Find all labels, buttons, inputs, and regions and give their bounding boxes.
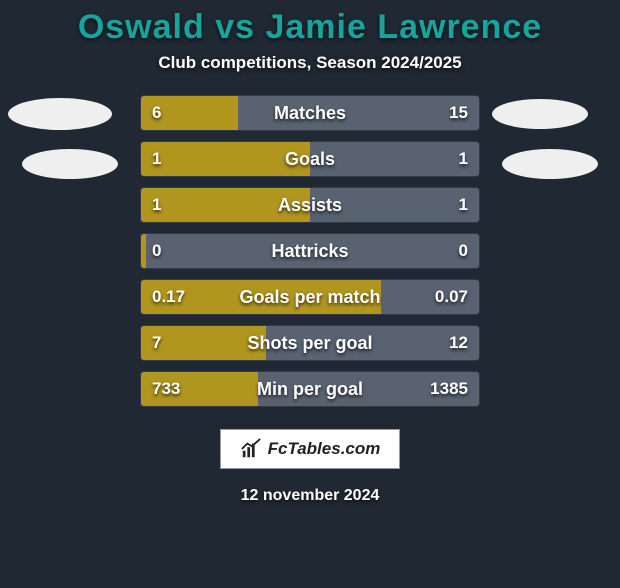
stat-bar [140, 95, 480, 131]
left-player-avatar-2 [22, 149, 118, 179]
stat-fill-left [141, 280, 381, 314]
stat-row-hattricks: Hattricks00 [140, 233, 480, 269]
stat-fill-left [141, 142, 310, 176]
stat-bar [140, 141, 480, 177]
stat-bar [140, 325, 480, 361]
stat-row-goals-per-match: Goals per match0.170.07 [140, 279, 480, 315]
right-player-avatar-2 [502, 149, 598, 179]
right-player-avatar-1 [492, 99, 588, 129]
stat-fill-left [141, 372, 258, 406]
stat-fill-left [141, 96, 238, 130]
stat-fill-left [141, 188, 310, 222]
stat-row-matches: Matches615 [140, 95, 480, 131]
left-player-avatar-1 [8, 98, 112, 130]
stat-fill-left [141, 234, 146, 268]
stat-row-assists: Assists11 [140, 187, 480, 223]
subtitle: Club competitions, Season 2024/2025 [0, 53, 620, 73]
stat-fill-left [141, 326, 266, 360]
stat-row-goals: Goals11 [140, 141, 480, 177]
comparison-area: Matches615 Goals11 Assists11 Hattricks00 Goa… [0, 95, 620, 407]
date-text: 12 november 2024 [0, 487, 620, 505]
source-logo: FcTables.com [220, 429, 400, 469]
stat-row-min-per-goal: Min per goal7331385 [140, 371, 480, 407]
logo-text: FcTables.com [268, 439, 381, 459]
page-title: Oswald vs Jamie Lawrence [0, 8, 620, 47]
chart-icon [240, 438, 262, 460]
stat-bar [140, 279, 480, 315]
stat-bar [140, 233, 480, 269]
stat-bar [140, 187, 480, 223]
stat-bar [140, 371, 480, 407]
stat-row-shots-per-goal: Shots per goal712 [140, 325, 480, 361]
